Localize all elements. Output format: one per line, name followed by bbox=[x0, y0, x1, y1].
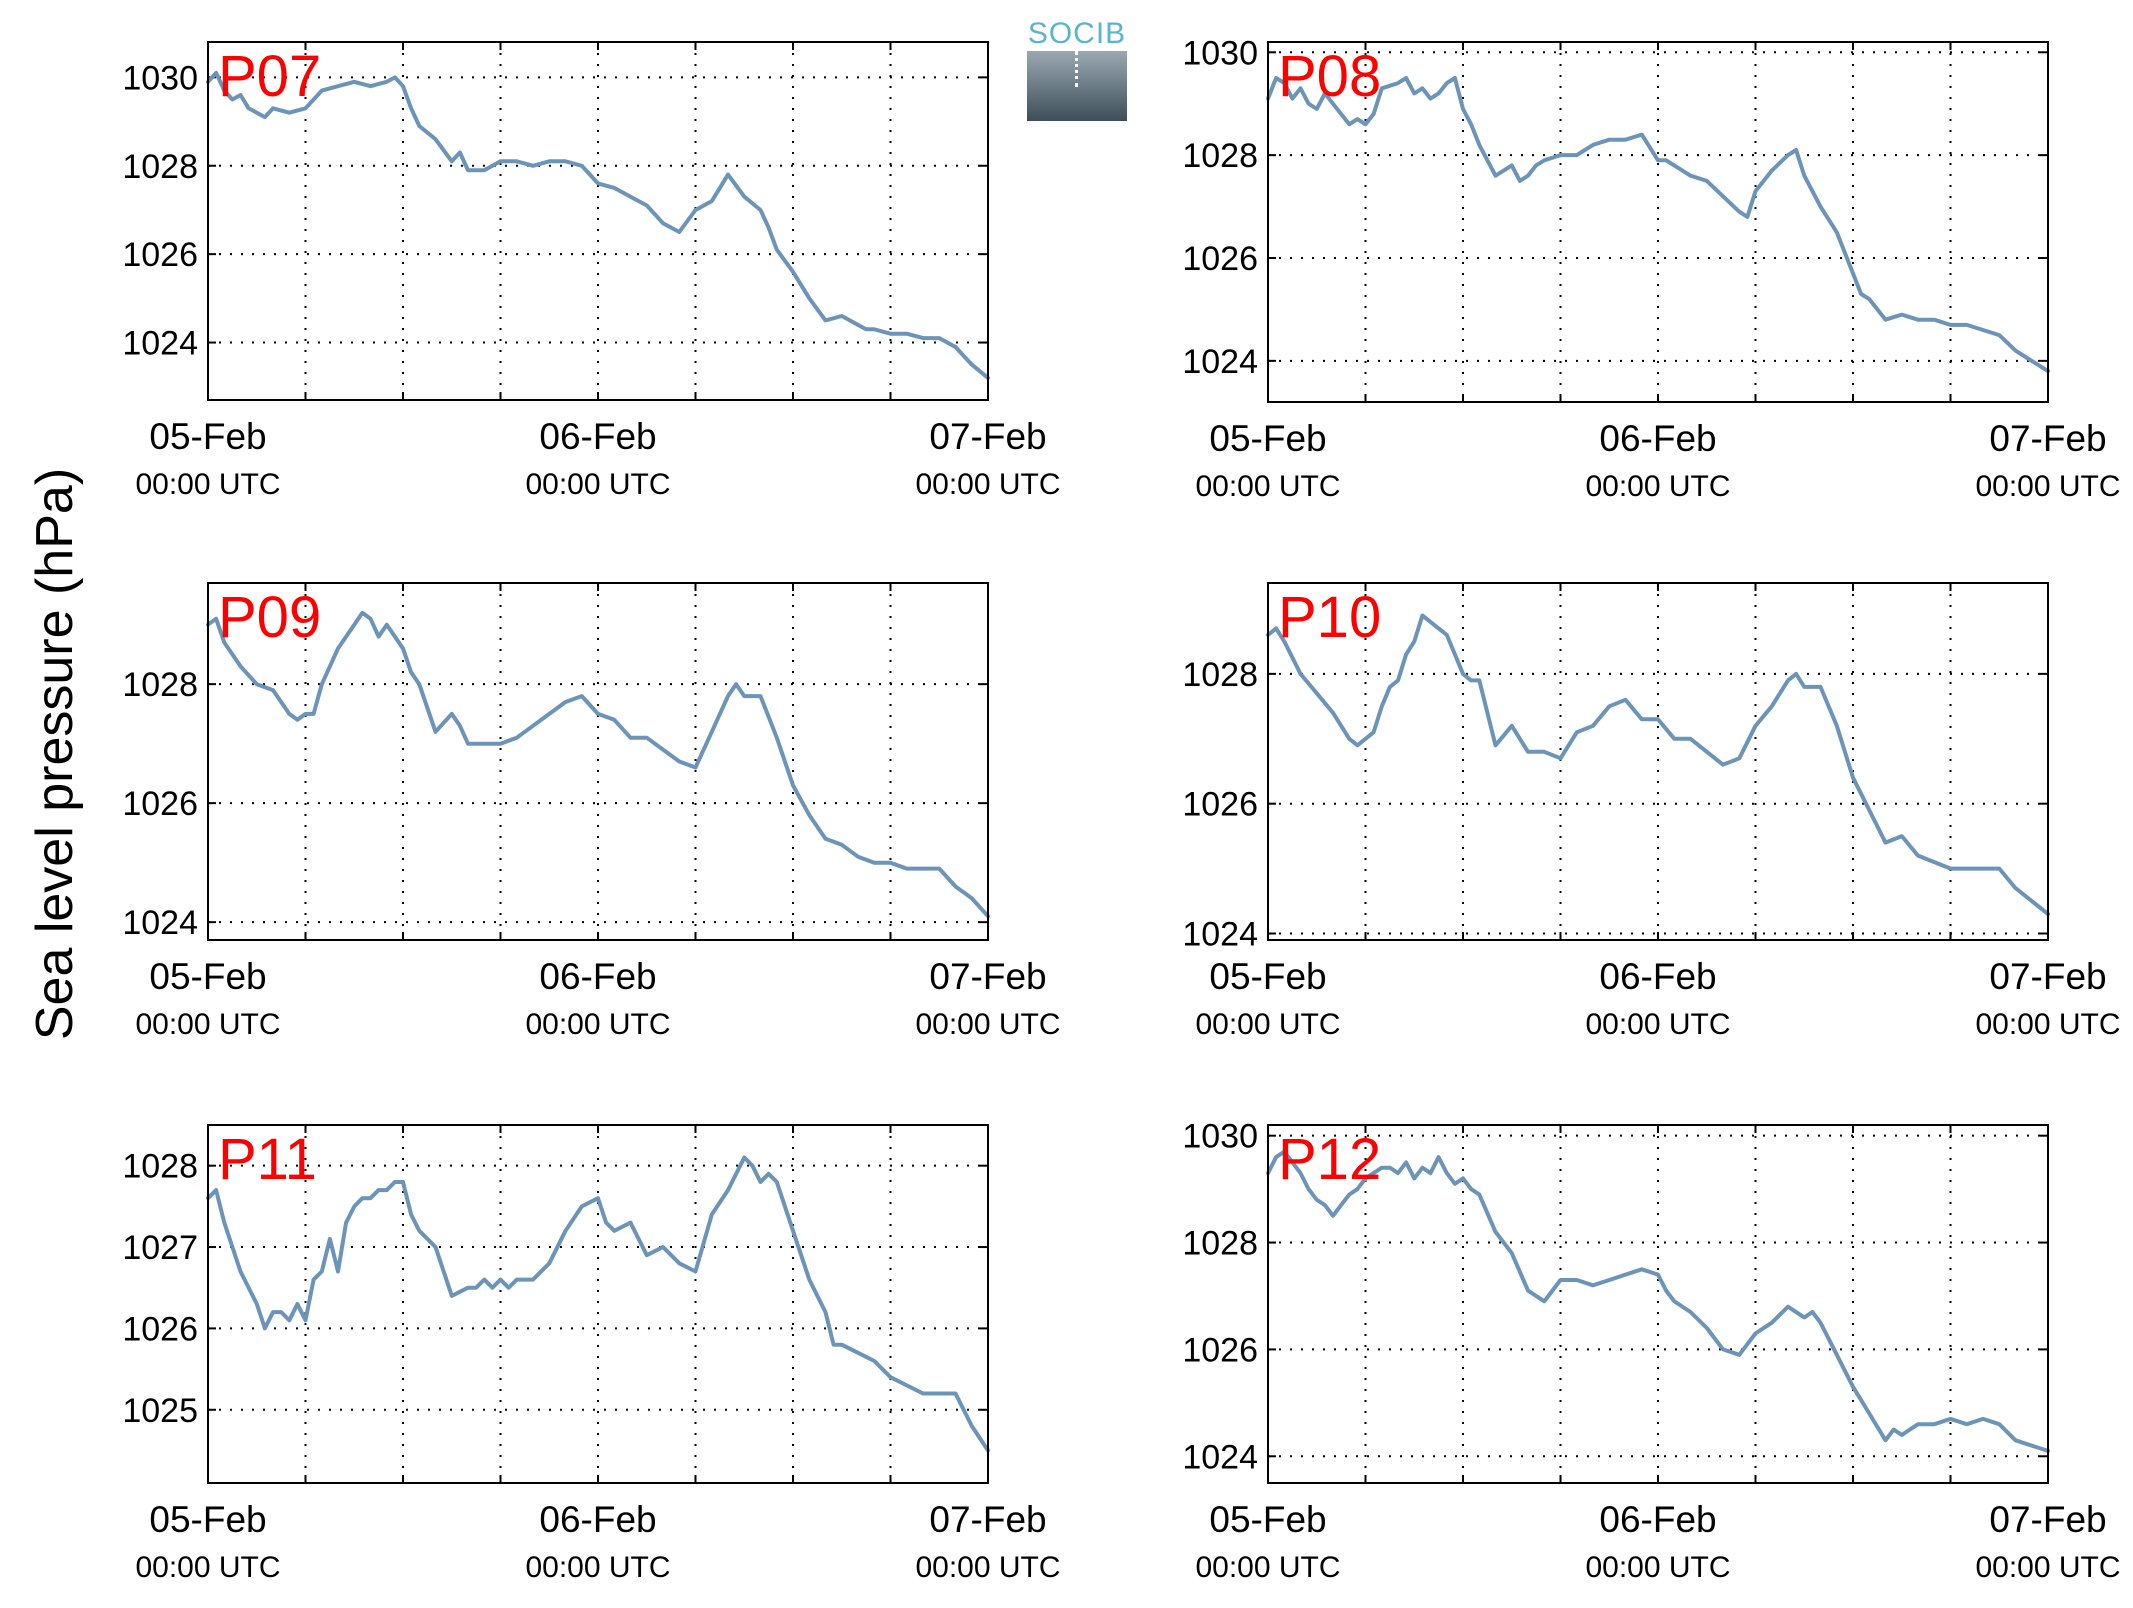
pressure-series-line bbox=[1266, 613, 2050, 916]
y-tick-label: 1027 bbox=[122, 1229, 198, 1267]
y-tick-label: 1026 bbox=[1182, 240, 1258, 278]
x-tick-label-time: 00:00 UTC bbox=[525, 468, 670, 501]
x-tick-label-time: 00:00 UTC bbox=[1585, 1551, 1730, 1584]
x-tick-label-time: 00:00 UTC bbox=[915, 468, 1060, 501]
y-tick-label: 1024 bbox=[1182, 1438, 1258, 1476]
chart-panel-p11: 1025 1026 1027 1028 05-Feb 00:00 UTC 06-Feb 00:… bbox=[122, 1124, 1061, 1584]
axes-frame bbox=[207, 41, 989, 401]
x-tick-label-date: 06-Feb bbox=[539, 416, 656, 457]
chart-panel-p07: 1024 1026 1028 1030 05-Feb 00:00 UTC 06-Feb 00:… bbox=[122, 41, 1061, 501]
x-tick-label-time: 00:00 UTC bbox=[915, 1008, 1060, 1041]
x-tick-label-time: 00:00 UTC bbox=[135, 468, 280, 501]
pressure-series-line bbox=[206, 1155, 990, 1453]
x-tick-label-time: 00:00 UTC bbox=[525, 1008, 670, 1041]
axes-frame bbox=[1267, 41, 2049, 403]
x-tick-label-time: 00:00 UTC bbox=[1585, 1008, 1730, 1041]
y-tick-label: 1028 bbox=[122, 148, 198, 186]
y-tick-label: 1030 bbox=[1182, 34, 1258, 72]
x-tick-label-date: 07-Feb bbox=[929, 956, 1046, 997]
axes-frame bbox=[1267, 1124, 2049, 1484]
axes-frame bbox=[207, 1124, 989, 1484]
y-tick-label: 1026 bbox=[1182, 1331, 1258, 1369]
pressure-series-line bbox=[1266, 1149, 2050, 1453]
x-tick-label-date: 06-Feb bbox=[1599, 956, 1716, 997]
x-tick-label-date: 07-Feb bbox=[929, 416, 1046, 457]
y-tick-label: 1026 bbox=[122, 1310, 198, 1348]
y-tick-label: 1028 bbox=[1182, 137, 1258, 175]
y-tick-label: 1026 bbox=[122, 236, 198, 274]
x-tick-label-time: 00:00 UTC bbox=[1585, 470, 1730, 503]
y-tick-label: 1028 bbox=[122, 1148, 198, 1186]
chart-panel-p10: 1024 1026 1028 05-Feb 00:00 UTC 06-Feb 00:00 U… bbox=[1182, 582, 2121, 1041]
x-tick-label-date: 05-Feb bbox=[149, 416, 266, 457]
x-tick-label-date: 07-Feb bbox=[929, 1499, 1046, 1540]
y-tick-label: 1026 bbox=[1182, 786, 1258, 824]
pressure-series-line bbox=[206, 70, 990, 380]
x-tick-label-date: 05-Feb bbox=[1209, 956, 1326, 997]
y-tick-label: 1024 bbox=[122, 904, 198, 942]
y-tick-label: 1028 bbox=[122, 666, 198, 704]
y-tick-label: 1026 bbox=[122, 785, 198, 823]
y-axis-label: Sea level pressure (hPa) bbox=[26, 468, 84, 1040]
x-tick-label-time: 00:00 UTC bbox=[1975, 1551, 2120, 1584]
axes-frame bbox=[207, 582, 989, 941]
x-tick-label-time: 00:00 UTC bbox=[1195, 470, 1340, 503]
chart-panel-p09: 1024 1026 1028 05-Feb 00:00 UTC 06-Feb 00:00 U… bbox=[122, 582, 1061, 1041]
y-tick-label: 1024 bbox=[1182, 343, 1258, 381]
x-tick-label-time: 00:00 UTC bbox=[135, 1008, 280, 1041]
socib-logo: SOCIB bbox=[1027, 18, 1127, 121]
chart-panel-p08: 1024 1026 1028 1030 05-Feb 00:00 UTC 06-Feb 00:… bbox=[1182, 34, 2120, 503]
pressure-series-line bbox=[206, 610, 990, 919]
x-tick-label-time: 00:00 UTC bbox=[1975, 470, 2120, 503]
x-tick-label-date: 05-Feb bbox=[149, 1499, 266, 1540]
x-tick-label-time: 00:00 UTC bbox=[135, 1551, 280, 1584]
station-label: P11 bbox=[218, 1127, 317, 1192]
logo-pole-mark bbox=[1075, 51, 1078, 87]
x-tick-label-date: 07-Feb bbox=[1989, 1499, 2106, 1540]
y-tick-label: 1024 bbox=[1182, 916, 1258, 954]
x-tick-label-date: 06-Feb bbox=[539, 1499, 656, 1540]
x-tick-label-date: 06-Feb bbox=[1599, 418, 1716, 459]
pressure-series-line bbox=[1266, 76, 2050, 374]
x-tick-label-date: 05-Feb bbox=[1209, 418, 1326, 459]
y-tick-label: 1025 bbox=[122, 1392, 198, 1430]
station-label: P12 bbox=[1278, 1127, 1381, 1192]
station-label: P09 bbox=[218, 585, 321, 650]
x-tick-label-time: 00:00 UTC bbox=[1975, 1008, 2120, 1041]
x-tick-label-date: 05-Feb bbox=[149, 956, 266, 997]
x-tick-label-date: 05-Feb bbox=[1209, 1499, 1326, 1540]
x-tick-label-date: 07-Feb bbox=[1989, 418, 2106, 459]
axes-frame bbox=[1267, 582, 2049, 941]
socib-logo-graphic bbox=[1027, 51, 1127, 121]
y-tick-label: 1030 bbox=[122, 59, 198, 97]
station-label: P07 bbox=[218, 44, 321, 109]
x-tick-label-date: 06-Feb bbox=[1599, 1499, 1716, 1540]
station-label: P10 bbox=[1278, 585, 1381, 650]
station-label: P08 bbox=[1278, 44, 1381, 109]
x-tick-label-time: 00:00 UTC bbox=[915, 1551, 1060, 1584]
x-tick-label-time: 00:00 UTC bbox=[1195, 1008, 1340, 1041]
y-tick-label: 1028 bbox=[1182, 656, 1258, 694]
chart-panel-p12: 1024 1026 1028 1030 05-Feb 00:00 UTC 06-Feb 00:… bbox=[1182, 1118, 2120, 1584]
x-tick-label-date: 07-Feb bbox=[1989, 956, 2106, 997]
y-tick-label: 1030 bbox=[1182, 1118, 1258, 1156]
y-tick-label: 1024 bbox=[122, 325, 198, 363]
x-tick-label-date: 06-Feb bbox=[539, 956, 656, 997]
x-tick-label-time: 00:00 UTC bbox=[525, 1551, 670, 1584]
socib-logo-text: SOCIB bbox=[1027, 17, 1127, 50]
x-tick-label-time: 00:00 UTC bbox=[1195, 1551, 1340, 1584]
y-tick-label: 1028 bbox=[1182, 1225, 1258, 1263]
